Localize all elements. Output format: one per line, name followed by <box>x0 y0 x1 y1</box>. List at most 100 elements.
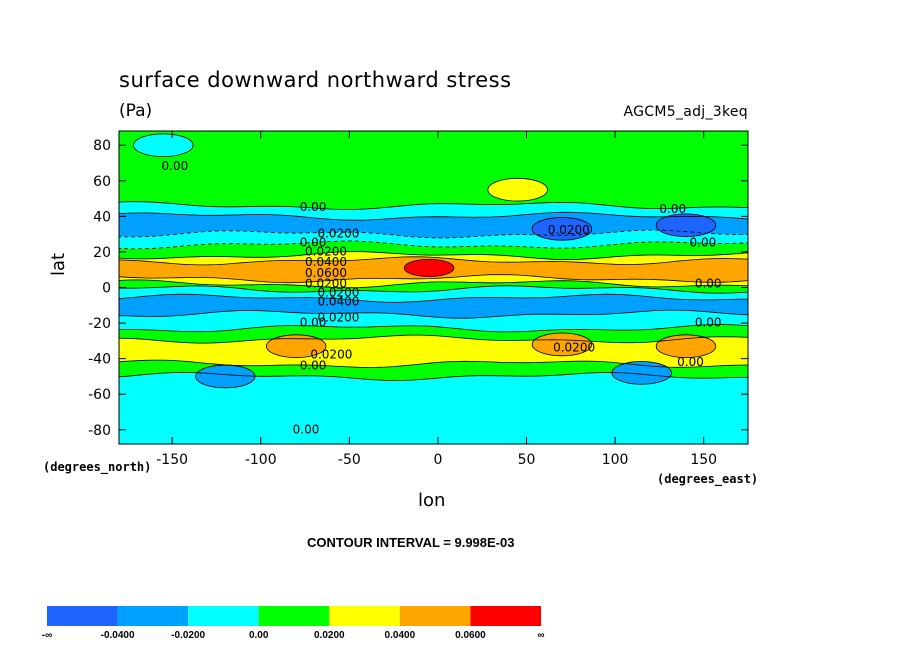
feature-1 <box>487 177 548 202</box>
x-unit-label: (degrees_east) <box>657 472 759 486</box>
contour-label-16: 0.00 <box>690 236 717 250</box>
contour-line-12 <box>119 334 748 344</box>
contour-lines <box>119 201 748 381</box>
legend-swatch-6 <box>470 606 541 626</box>
contour-line-13 <box>119 359 748 368</box>
contour-line-14 <box>119 371 748 381</box>
y-tick-label-6: -40 <box>88 352 111 368</box>
x-tick-label-0: -150 <box>156 452 188 468</box>
contour-label-18: 0.00 <box>695 316 722 330</box>
contour-label-14: 0.0200 <box>548 223 590 237</box>
y-tick-label-1: 60 <box>93 174 111 190</box>
x-tick-label-1: -100 <box>245 452 277 468</box>
feature-0 <box>403 259 455 277</box>
y-tick-label-4: 0 <box>102 281 111 297</box>
contour-line-7 <box>119 279 748 289</box>
feature-3 <box>531 332 593 357</box>
contour-label-19: 0.0200 <box>553 341 595 355</box>
contour-label-6: 0.0600 <box>305 266 347 280</box>
contour-label-5: 0.0400 <box>305 255 347 269</box>
legend-label-4: 0.0200 <box>314 630 345 641</box>
band-15 <box>119 372 748 444</box>
shaded-bands <box>119 131 748 444</box>
contour-line-2 <box>119 229 748 239</box>
chart-units: (Pa) <box>119 101 153 121</box>
contour-label-11: 0.00 <box>300 316 327 330</box>
band-14 <box>119 360 748 381</box>
x-tick-label-6: 150 <box>690 452 717 468</box>
contour-line-6 <box>119 274 748 284</box>
contour-label-7: 0.0200 <box>305 277 347 291</box>
band-8 <box>119 279 748 294</box>
y-tick-label-5: -20 <box>88 316 111 332</box>
feature-2 <box>266 334 327 358</box>
band-1 <box>119 201 748 221</box>
contour-label-8: 0.0200 <box>317 285 359 299</box>
contour-labels: 0.000.000.02000.000.02000.04000.06000.02… <box>162 159 722 436</box>
band-10 <box>119 294 748 319</box>
contour-label-2: 0.0200 <box>317 227 359 241</box>
x-axis-label: lon <box>418 490 446 511</box>
run-id-label: AGCM5_adj_3keq <box>623 104 748 120</box>
contour-label-1: 0.00 <box>300 200 327 214</box>
contour-label-15: 0.00 <box>659 202 686 216</box>
contour-label-12: 0.0200 <box>310 348 352 362</box>
legend-label-6: 0.0600 <box>455 630 486 641</box>
y-tick-label-0: 80 <box>93 138 111 154</box>
y-tick-label-7: -60 <box>88 387 111 403</box>
y-tick-label-3: 20 <box>93 245 111 261</box>
y-tick-label-2: 40 <box>93 209 111 225</box>
band-9 <box>119 285 748 303</box>
band-3 <box>119 230 748 249</box>
color-legend: -∞ -0.0400 -0.0200 0.00 0.0200 0.0400 0.0600 ∞ <box>42 606 545 641</box>
feature-7 <box>531 217 593 241</box>
legend-label-5: 0.0400 <box>385 630 416 641</box>
x-tick-label-3: 0 <box>433 452 442 468</box>
contour-label-17: 0.00 <box>695 277 722 291</box>
contour-line-0 <box>119 201 748 210</box>
contour-label-21: 0.00 <box>293 422 320 436</box>
feature-5 <box>195 364 256 389</box>
contour-line-4 <box>119 251 748 260</box>
x-tick-label-5: 100 <box>602 452 629 468</box>
contour-label-9: 0.0400 <box>317 294 359 308</box>
legend-swatch-3 <box>258 606 330 626</box>
legend-label-0: -∞ <box>42 630 52 641</box>
contour-interval-label: CONTOUR INTERVAL = 9.998E-03 <box>307 535 515 550</box>
contour-line-5 <box>119 256 748 266</box>
contour-line-8 <box>119 285 748 294</box>
y-unit-label: (degrees_north) <box>43 460 152 474</box>
legend-swatch-5 <box>399 606 471 626</box>
contour-line-9 <box>119 293 748 303</box>
contour-line-3 <box>119 240 748 250</box>
x-tick-label-4: 50 <box>518 452 536 468</box>
contour-label-13: 0.00 <box>300 358 327 372</box>
band-0 <box>119 131 748 210</box>
legend-swatch-1 <box>117 606 189 626</box>
band-5 <box>119 251 748 265</box>
legend-swatch-4 <box>329 606 400 626</box>
legend-swatch-2 <box>188 606 259 626</box>
contour-line-1 <box>119 211 748 221</box>
contour-label-0: 0.00 <box>162 159 189 173</box>
feature-9 <box>133 133 194 158</box>
x-ticks: -150 -100 -50 0 50 100 150 <box>156 131 717 468</box>
y-tick-label-8: -80 <box>88 423 111 439</box>
contour-line-11 <box>119 324 748 333</box>
band-11 <box>119 310 748 332</box>
chart-title: surface downward northward stress <box>119 68 512 92</box>
legend-label-1: -0.0400 <box>101 630 135 641</box>
contour-label-10: 0.0200 <box>317 310 359 324</box>
contour-label-4: 0.0200 <box>305 244 347 258</box>
contour-label-20: 0.00 <box>677 355 704 369</box>
x-tick-label-2: -50 <box>338 452 361 468</box>
contour-line-10 <box>119 309 748 319</box>
legend-label-7: ∞ <box>537 630 544 641</box>
legend-label-2: -0.0200 <box>171 630 205 641</box>
band-4 <box>119 241 748 260</box>
contour-label-3: 0.00 <box>300 236 327 250</box>
y-ticks: 80 60 40 20 0 -20 -40 -60 -80 <box>88 138 748 439</box>
legend-swatch-0 <box>47 606 118 626</box>
legend-label-3: 0.00 <box>249 630 269 641</box>
